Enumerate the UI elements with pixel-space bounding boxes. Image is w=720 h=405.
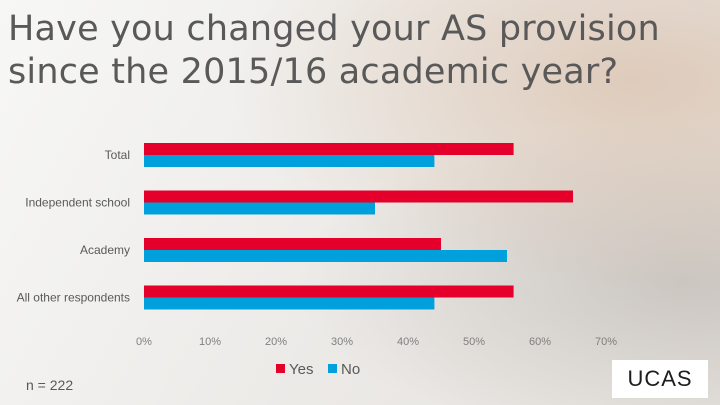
bar-yes [144, 143, 514, 155]
x-tick-label: 70% [595, 336, 617, 348]
x-tick-label: 30% [331, 336, 353, 348]
legend-swatch-no [328, 364, 337, 373]
title-line-1: Have you changed your AS provision [8, 9, 660, 49]
bar-no [144, 202, 375, 215]
x-tick-label: 20% [265, 336, 287, 348]
bar-chart: Total Independent school Academy All other … [17, 143, 617, 378]
slide-title: Have you changed your AS provision since… [8, 8, 708, 94]
category-label: Total [105, 148, 130, 162]
legend-label-no: No [341, 361, 360, 378]
bar-no [144, 155, 435, 167]
ucas-logo: UCAS [612, 360, 708, 398]
legend-label-yes: Yes [289, 361, 313, 378]
legend-swatch-yes [276, 364, 285, 373]
bars [144, 143, 573, 310]
category-labels: Total Independent school Academy All other … [17, 148, 130, 305]
bar-yes [144, 238, 441, 250]
x-tick-label: 60% [529, 336, 551, 348]
category-label: Academy [80, 243, 130, 257]
title-line-2: since the 2015/16 academic year? [8, 52, 619, 92]
bar-yes [144, 190, 573, 203]
bar-no [144, 250, 507, 262]
bar-yes [144, 285, 514, 298]
x-tick-label: 0% [136, 336, 152, 348]
category-label: All other respondents [17, 291, 130, 305]
x-tick-label: 40% [397, 336, 419, 348]
x-tick-labels: 0% 10% 20% 30% 40% 50% 60% 70% [136, 336, 617, 348]
x-tick-label: 50% [463, 336, 485, 348]
x-tick-label: 10% [199, 336, 221, 348]
bar-no [144, 297, 435, 310]
legend: Yes No [276, 361, 360, 378]
sample-size-label: n = 222 [26, 377, 74, 393]
category-label: Independent school [25, 196, 130, 210]
